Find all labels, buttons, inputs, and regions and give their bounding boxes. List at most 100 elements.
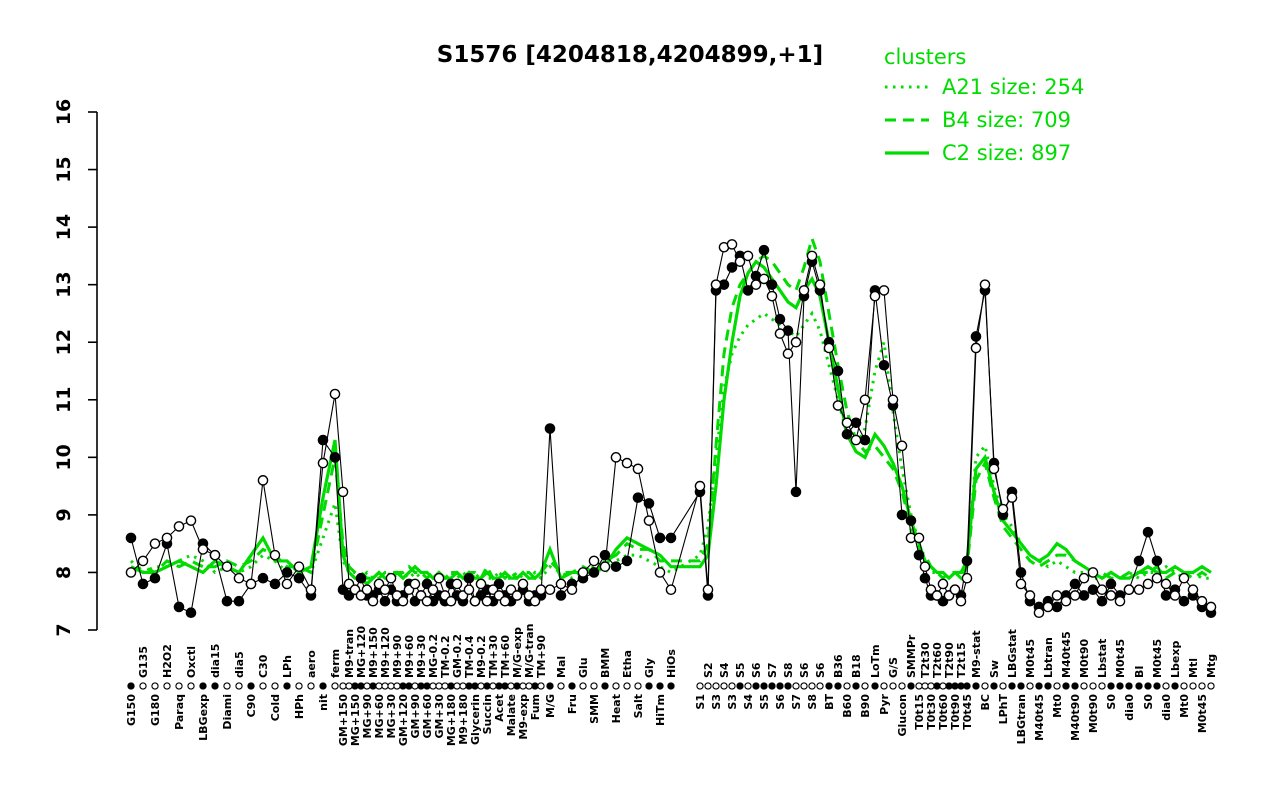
- condition-dot: [760, 682, 768, 690]
- filled-point: [173, 601, 185, 613]
- condition-dot: [235, 682, 243, 690]
- condition-dot: [728, 682, 736, 690]
- condition-dot: [951, 682, 959, 690]
- open-point: [859, 394, 871, 406]
- open-point: [1078, 572, 1090, 584]
- open-point: [710, 279, 722, 290]
- x-tick-label: C90: [245, 694, 258, 718]
- open-point: [125, 567, 137, 578]
- filled-point: [281, 567, 293, 578]
- condition-dot: [351, 682, 359, 690]
- condition-dot: [151, 682, 159, 690]
- x-tick-label: Glucon: [896, 694, 909, 737]
- x-tick-label: TM-0.2: [439, 635, 452, 678]
- condition-dot: [369, 682, 377, 690]
- open-point: [367, 595, 379, 607]
- y-tick-label: 11: [53, 387, 75, 413]
- x-tick-label: S3: [726, 694, 739, 710]
- x-tick-label: Heat: [610, 694, 623, 723]
- condition-dot: [1026, 682, 1034, 690]
- x-tick-label: TM+60: [499, 635, 512, 678]
- x-tick-label: M9-exp: [517, 694, 530, 740]
- open-point: [293, 561, 305, 572]
- x-tick-label: Mtl: [1187, 658, 1200, 678]
- x-tick-label: Mtg: [1205, 654, 1218, 678]
- open-point: [544, 584, 556, 596]
- condition-dot: [525, 682, 533, 690]
- filled-point: [269, 578, 281, 590]
- open-point: [850, 434, 862, 446]
- filled-point: [1051, 601, 1063, 613]
- x-tick-label: M40t90: [1069, 694, 1082, 741]
- y-tick-label: 9: [53, 508, 75, 521]
- condition-dot: [907, 682, 915, 690]
- page-title: S1576 [4204818,4204899,+1]: [436, 42, 824, 68]
- open-point: [305, 584, 317, 596]
- condition-dot: [889, 682, 897, 690]
- open-point: [955, 595, 967, 607]
- open-point: [632, 463, 644, 475]
- x-tick-label: M/G-tran: [523, 624, 536, 679]
- x-axis-labels: G150 G135 G180 H2O2 Paraq Oxctl LBGexp dia15 Dia…: [125, 624, 1218, 747]
- open-point: [1160, 578, 1172, 590]
- y-tick-label: 16: [53, 99, 75, 125]
- x-tick-label: MG+150: [349, 694, 362, 746]
- condition-dot: [546, 682, 554, 690]
- condition-dot: [981, 682, 989, 690]
- filled-point: [555, 590, 567, 601]
- condition-dot: [776, 682, 784, 690]
- open-point: [1105, 590, 1117, 601]
- x-tick-label: S4: [742, 694, 755, 710]
- open-point: [1142, 578, 1154, 590]
- condition-dot: [447, 682, 455, 690]
- open-point: [823, 342, 835, 354]
- open-point: [197, 544, 209, 555]
- open-point: [621, 457, 633, 469]
- x-tick-label: Cold: [269, 694, 282, 721]
- open-point: [329, 388, 341, 400]
- condition-dot: [459, 682, 467, 690]
- open-point: [1178, 572, 1190, 584]
- x-tick-label: TM+30: [487, 635, 500, 678]
- open-point: [535, 584, 547, 596]
- x-tick-label: S1: [694, 694, 707, 710]
- x-tick-label: ferm: [329, 649, 342, 678]
- condition-dot: [744, 682, 752, 690]
- x-tick-label: HPh: [293, 694, 306, 719]
- open-point: [1151, 572, 1163, 584]
- condition-dot: [656, 682, 664, 690]
- condition-dot: [477, 682, 485, 690]
- open-point: [961, 572, 973, 584]
- condition-dot: [339, 682, 347, 690]
- condition-dot: [1207, 682, 1215, 690]
- open-point: [379, 584, 391, 596]
- x-tick-label: S6: [750, 662, 763, 678]
- filled-point: [544, 423, 556, 434]
- open-point: [790, 336, 802, 348]
- x-tick-label: M9-0.2: [475, 635, 488, 678]
- condition-dot: [163, 682, 171, 690]
- x-tick-label: Gly: [643, 658, 656, 678]
- filled-point: [1015, 567, 1027, 578]
- x-tick-label: S6: [814, 662, 827, 678]
- open-point: [463, 584, 475, 596]
- x-tick-label: MG+30: [385, 694, 398, 739]
- condition-dot: [825, 682, 833, 690]
- legend-item-label: C2 size: 897: [942, 140, 1072, 165]
- filled-point: [859, 434, 871, 446]
- open-point: [433, 572, 445, 584]
- condition-dot: [465, 682, 473, 690]
- condition-dot: [127, 682, 135, 690]
- filled-point: [1133, 555, 1145, 567]
- x-tick-label: Lbstat: [1096, 639, 1109, 678]
- filled-point: [599, 549, 611, 561]
- open-point: [1133, 584, 1145, 596]
- x-tick-label: T2t30: [919, 642, 932, 678]
- x-tick-label: M9+30: [415, 635, 428, 678]
- open-point: [588, 555, 600, 567]
- condition-dot: [1053, 682, 1061, 690]
- open-point: [361, 584, 373, 596]
- series-line-probe-filled: [130, 248, 1212, 614]
